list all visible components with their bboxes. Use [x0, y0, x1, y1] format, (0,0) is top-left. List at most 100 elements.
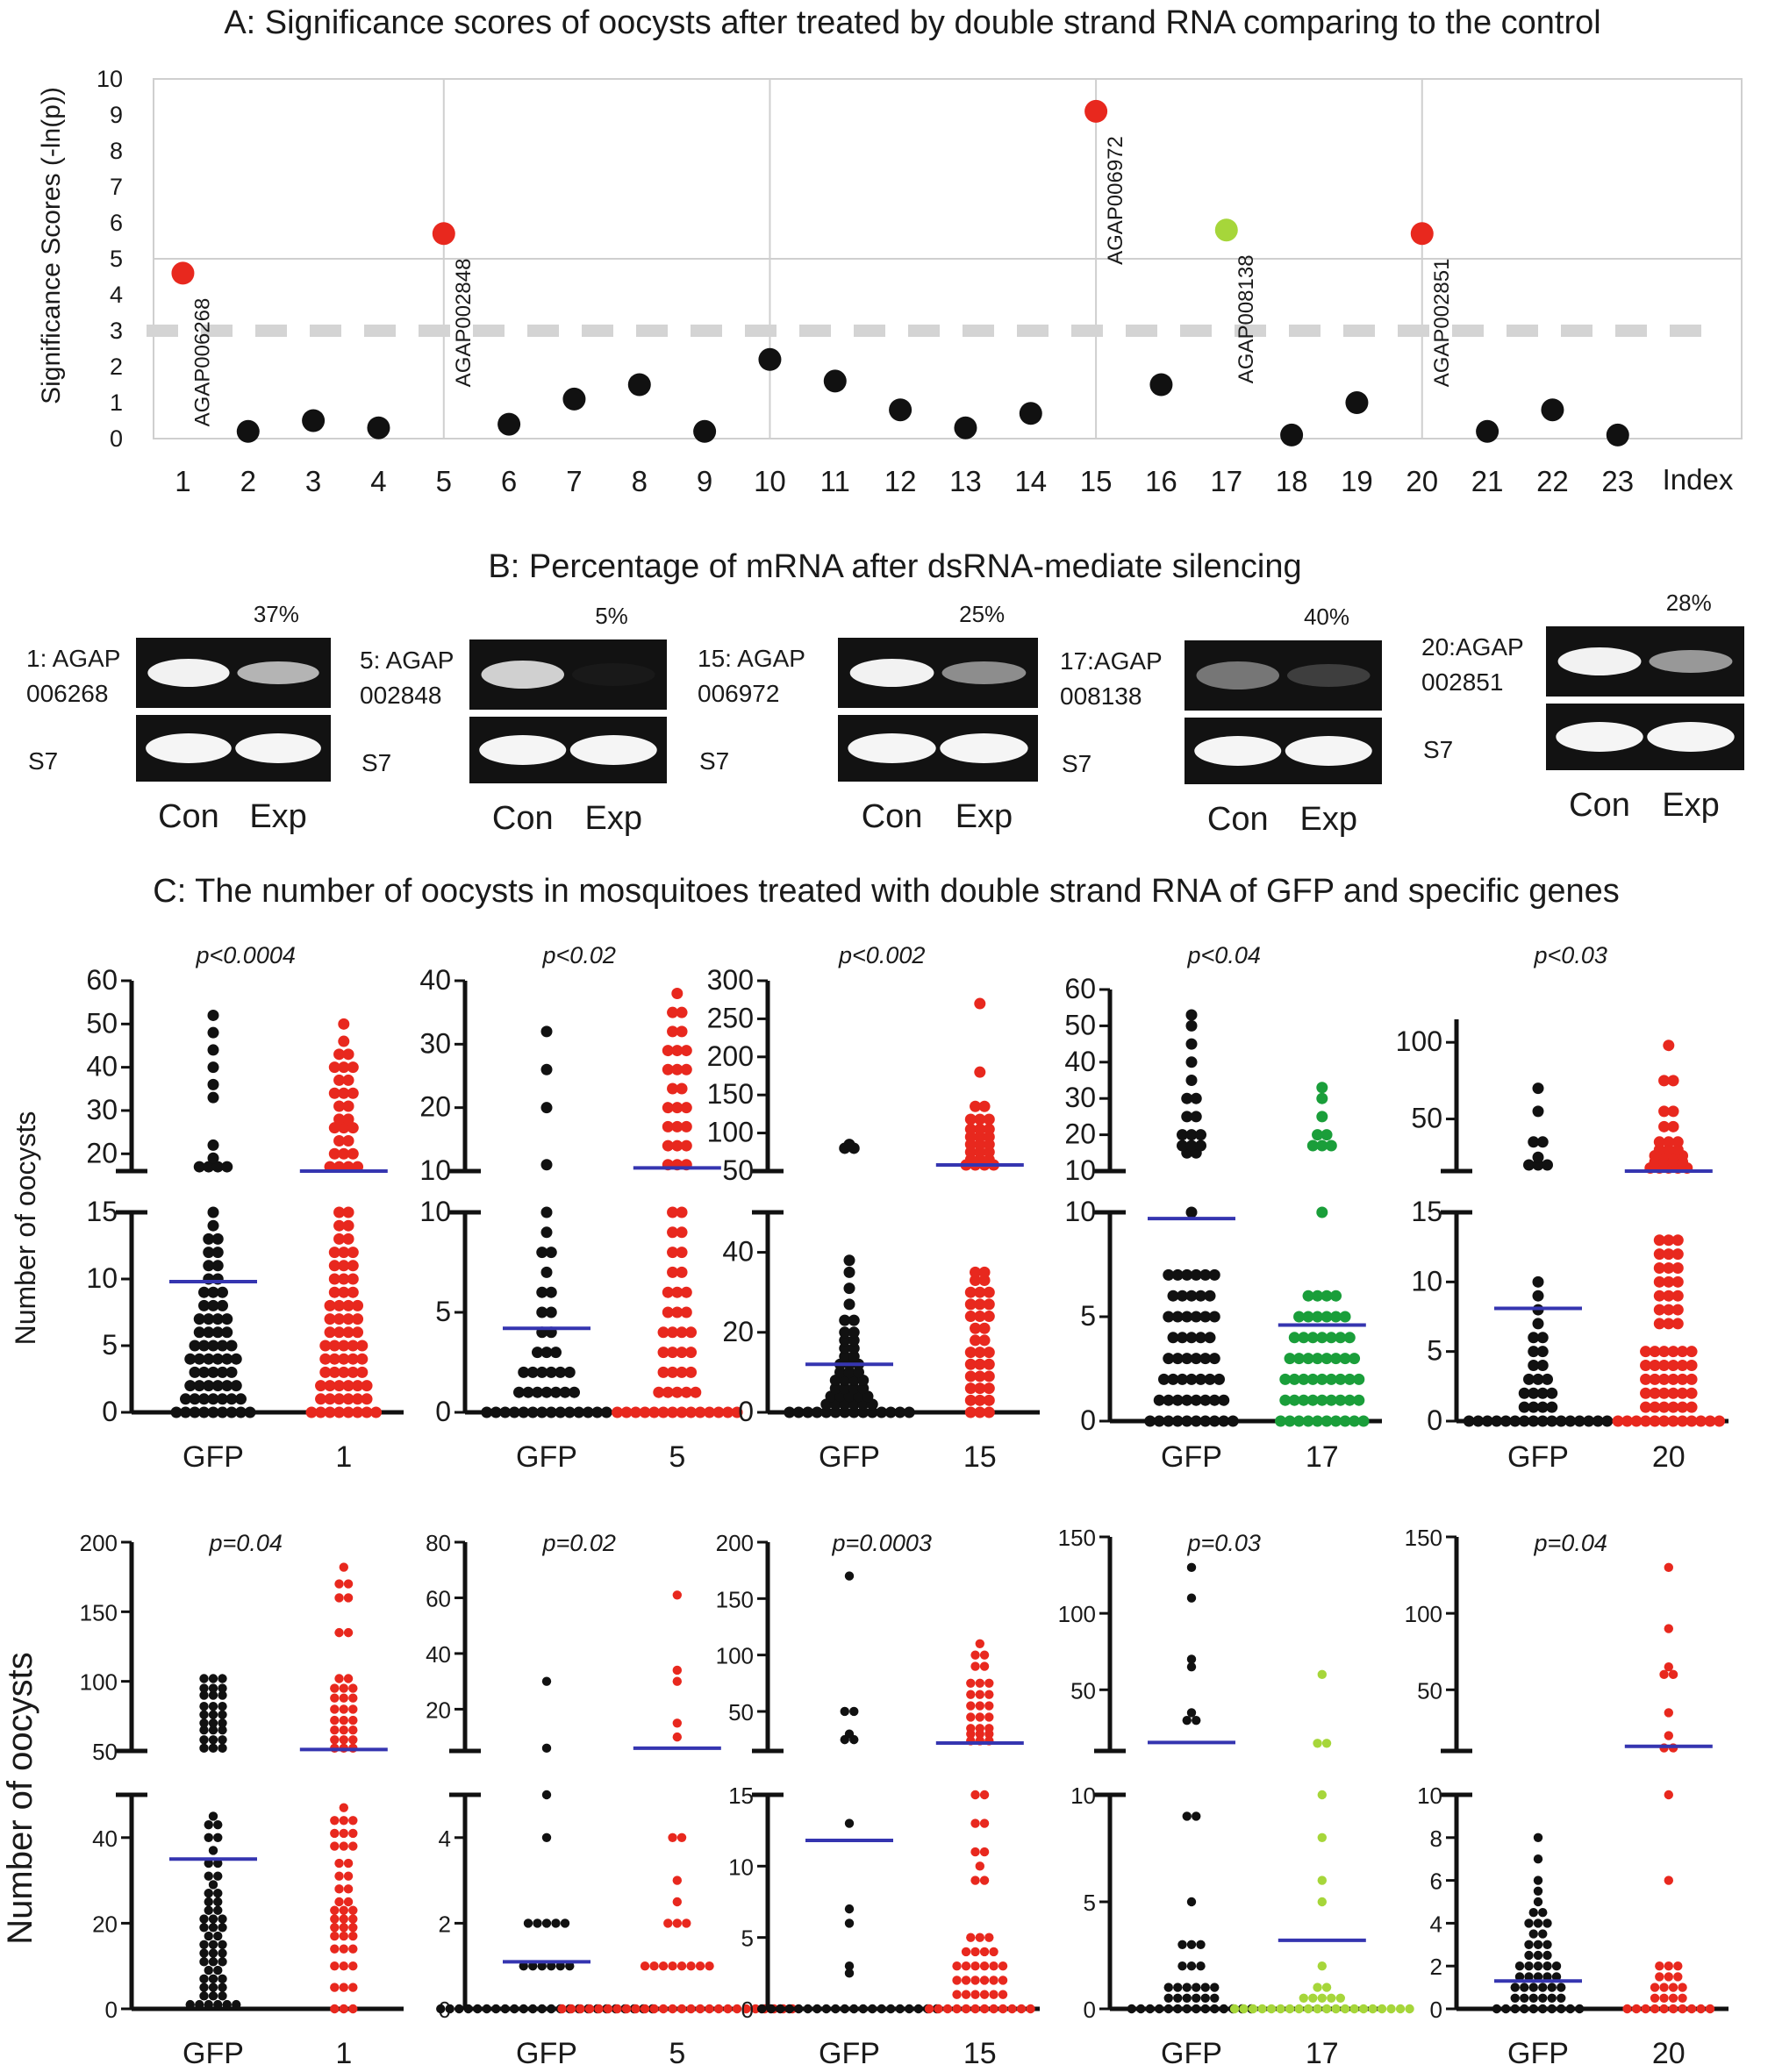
gfp-data-point [208, 1974, 218, 1984]
gfp-data-point [1181, 1394, 1193, 1406]
gene-data-point [989, 1976, 998, 1985]
gfp-data-point [1538, 1908, 1548, 1918]
gene-data-point [1658, 1360, 1671, 1372]
gene-data-point [1239, 2004, 1249, 2014]
gene-data-point [668, 1961, 677, 1971]
x-tick-label: 8 [632, 465, 648, 497]
gene-data-point [330, 1683, 340, 1693]
gene-data-point [1316, 1092, 1328, 1104]
gene-label-line2: 006268 [26, 680, 108, 707]
gfp-data-point [221, 1161, 233, 1173]
silencing-percent: 25% [959, 601, 1005, 627]
y-tick-label: 15 [728, 1783, 754, 1809]
gene-data-point [964, 1311, 977, 1323]
gene-data-point [1658, 1373, 1671, 1385]
gene-data-point [333, 1100, 346, 1112]
gene-data-point [1704, 1415, 1716, 1427]
gene-data-point [339, 1803, 348, 1812]
lane-con-label: Con [158, 798, 219, 835]
gfp-data-point [1195, 1373, 1206, 1385]
gene-data-point [1316, 1394, 1328, 1406]
gfp-data-point [1177, 1290, 1188, 1302]
gfp-data-point [207, 1393, 219, 1405]
gfp-data-point [1181, 1353, 1193, 1365]
x-tick-label: 4 [370, 465, 386, 497]
band-exp [1649, 650, 1733, 673]
y-tick-label: 10 [86, 1262, 118, 1294]
gel-5: 28% 20:AGAP 002851 S7 Con Exp [1421, 589, 1744, 824]
gene-data-point [978, 1266, 991, 1278]
gene-data-point [964, 1298, 977, 1311]
gfp-data-point [445, 2004, 454, 2014]
gfp-data-point [1546, 1415, 1558, 1427]
gene-data-point [352, 1393, 364, 1405]
gene-data-point [680, 1286, 692, 1298]
gfp-data-point [204, 1871, 213, 1881]
y-tick-label: 20 [722, 1316, 754, 1347]
gene-data-point [338, 1147, 350, 1160]
gene-data-point [671, 1102, 684, 1114]
x-tick-label: 14 [1014, 465, 1047, 497]
group-label-gene: 15 [963, 1440, 997, 1474]
group-label-gfp: GFP [819, 2037, 880, 2070]
gene-data-point [333, 1380, 346, 1392]
y-tick-label: 40 [722, 1236, 754, 1268]
gene-data-point [339, 1704, 348, 1714]
gfp-data-point [532, 1386, 543, 1398]
gfp-data-point [198, 1366, 210, 1378]
gene-data-point [333, 1113, 346, 1125]
gfp-data-point [857, 1406, 870, 1418]
gene-data-point [964, 1286, 977, 1298]
gene-data-point [1330, 1415, 1342, 1427]
gfp-data-point [784, 2004, 794, 2014]
gene-data-point [662, 1063, 674, 1075]
gfp-data-point [600, 1406, 612, 1418]
gfp-data-point [843, 1266, 855, 1278]
gfp-data-point [843, 1366, 855, 1378]
gene-data-point [1377, 2004, 1387, 2014]
gel-target-image [1185, 640, 1382, 711]
gfp-data-point [1155, 2004, 1164, 2014]
gfp-data-point [510, 2004, 519, 2014]
gene-data-point [1026, 2004, 1035, 2014]
gene-data-point [975, 1712, 985, 1722]
gene-data-point [671, 1063, 684, 1075]
gene-data-point [983, 1311, 995, 1323]
gene-label-line2: 002848 [360, 682, 441, 709]
gene-data-point [667, 1082, 679, 1095]
gfp-data-point [829, 1406, 841, 1418]
gene-data-point [343, 1593, 354, 1603]
gene-data-point [603, 2004, 613, 2014]
gfp-data-point [1196, 1940, 1206, 1949]
gfp-data-point [1182, 2004, 1192, 2014]
gene-data-point [723, 2004, 733, 2014]
gene-data-point [983, 1370, 995, 1383]
gene-data-point [1299, 1993, 1309, 2003]
gene-data-point [722, 1406, 734, 1418]
gene-data-point [1671, 1318, 1684, 1330]
gfp-data-point [1533, 1918, 1543, 1928]
gene-data-point [1678, 1993, 1687, 2003]
gfp-data-point [184, 1353, 197, 1365]
gfp-data-point [537, 1961, 547, 1971]
gene-data-point [1284, 1415, 1296, 1427]
gfp-data-point [536, 1366, 548, 1378]
gene-data-point [1275, 1415, 1287, 1427]
gene-data-point [1312, 1353, 1324, 1365]
gene-data-point [1349, 1353, 1361, 1365]
gfp-data-point [199, 1940, 209, 1949]
gfp-data-point [1547, 2004, 1557, 2014]
gene-data-point [657, 1406, 669, 1418]
gene-data-point [1640, 1387, 1652, 1399]
gfp-data-point [1171, 1394, 1184, 1406]
gene-data-point [342, 1074, 354, 1086]
gene-data-point [352, 1299, 364, 1311]
data-point [823, 369, 847, 393]
gfp-data-point [1532, 1105, 1544, 1118]
y-tick-label: 300 [707, 964, 754, 996]
band-s7-exp [940, 733, 1028, 763]
gene-data-point [649, 1961, 659, 1971]
gfp-data-point [1538, 1983, 1548, 1992]
gene-data-point [671, 1386, 684, 1398]
gene-data-point [330, 1961, 340, 1971]
